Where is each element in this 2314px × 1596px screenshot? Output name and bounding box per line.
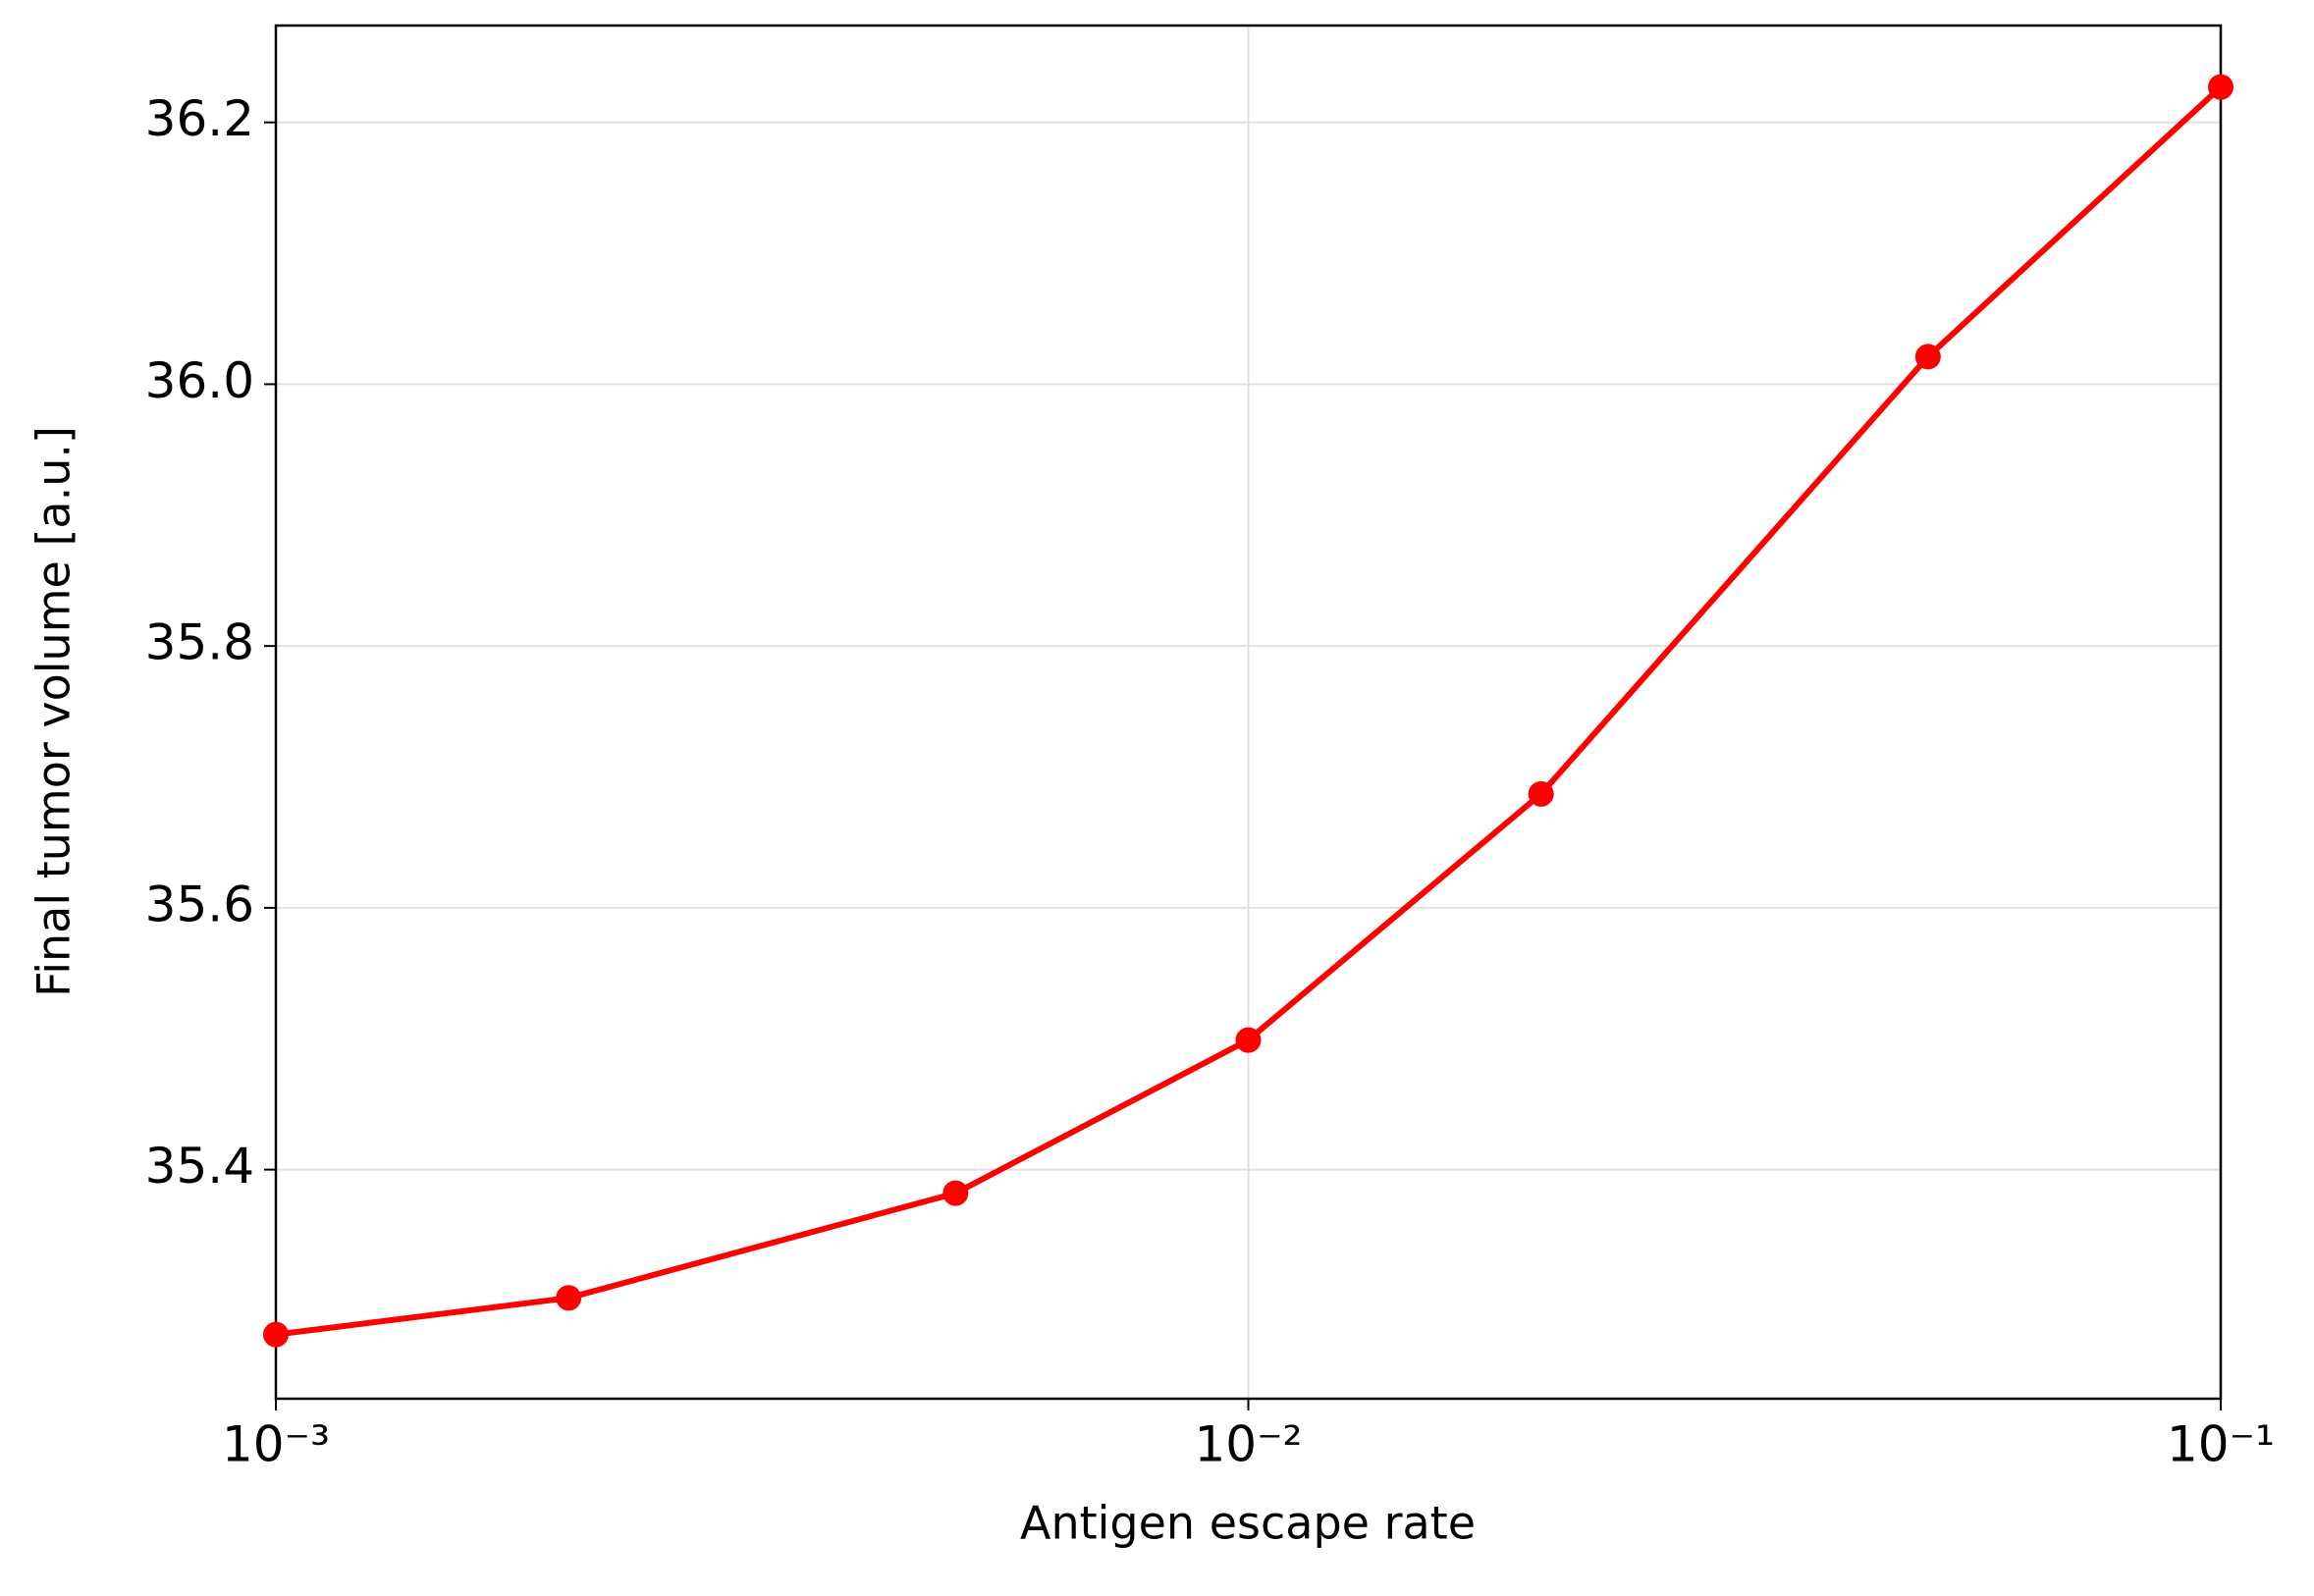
x-tick-label: 10⁻¹ <box>2167 1416 2275 1473</box>
y-tick-label: 36.2 <box>145 90 254 147</box>
x-tick-label: 10⁻² <box>1194 1416 1302 1473</box>
marker <box>556 1285 582 1311</box>
marker <box>1235 1027 1262 1053</box>
plot-frame <box>274 24 2223 1401</box>
marker <box>2208 74 2233 100</box>
y-tick-label: 35.6 <box>145 876 254 932</box>
marker <box>263 1321 289 1348</box>
x-axis-label: Antigen escape rate <box>1020 1497 1476 1550</box>
marker <box>942 1180 969 1206</box>
marker <box>1914 344 1941 370</box>
y-tick-label: 36.0 <box>145 352 254 409</box>
y-axis-label: Final tumor volume [a.u.] <box>27 426 81 997</box>
x-tick-label: 10⁻³ <box>222 1416 330 1473</box>
marker <box>1528 780 1554 807</box>
y-tick-label: 35.8 <box>145 614 254 671</box>
y-tick-label: 35.4 <box>145 1138 254 1195</box>
